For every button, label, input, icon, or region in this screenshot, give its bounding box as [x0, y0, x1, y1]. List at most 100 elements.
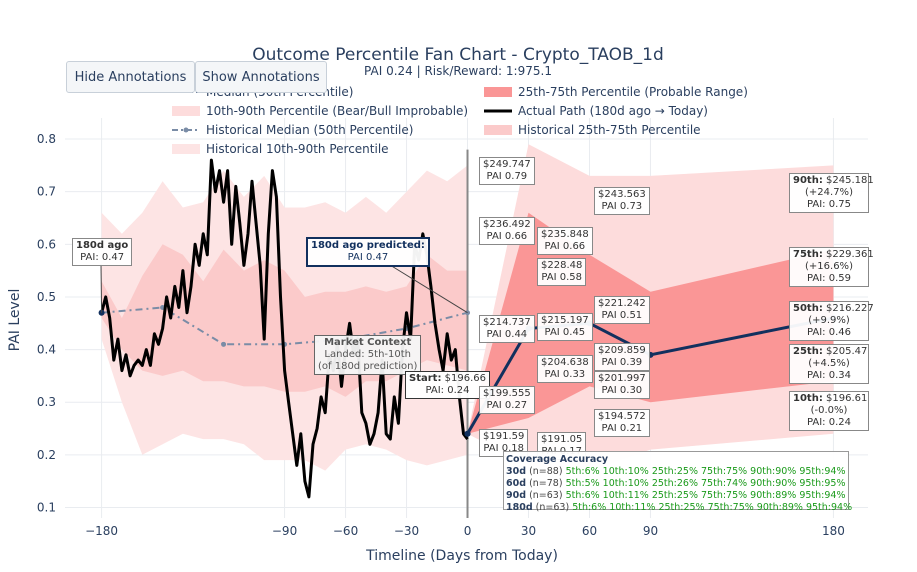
legend-label-actual-path: Actual Path (180d ago → Today)	[518, 104, 708, 118]
coverage-period: 60d	[506, 478, 527, 489]
legend-label-probable-range: 25th-75th Percentile (Probable Range)	[518, 85, 748, 99]
point-pai: PAI 0.73	[601, 201, 643, 212]
point-label-d90-p50: $209.859 PAI 0.39	[594, 343, 650, 371]
point-price: $199.555	[483, 388, 531, 399]
point-label-d90-p10: $194.572 PAI 0.21	[594, 409, 650, 437]
show-annotations-button[interactable]: Show Annotations	[195, 61, 327, 93]
point-price: $201.997	[598, 373, 646, 384]
point-label-d30-p75: $236.492 PAI 0.66	[479, 217, 535, 245]
legend-item-probable-range[interactable]: 25th-75th Percentile (Probable Range)	[484, 85, 748, 99]
coverage-period: 30d	[506, 466, 527, 477]
point-pai: PAI 0.33	[544, 369, 586, 380]
legend-label-improbable-range: 10th-90th Percentile (Bear/Bull Improbab…	[206, 104, 468, 118]
point-pai: PAI 0.39	[601, 357, 643, 368]
point-price: $228.48	[541, 260, 583, 271]
x-tick-label: −30	[394, 524, 419, 538]
axis-layer: 0.1 0.2 0.3 0.4 0.5 0.6 0.7 0.8 −180 −90 −60 −30 0 30…	[37, 132, 845, 538]
endpoint-pai: PAI: 0.59	[807, 273, 851, 284]
annotation-start: Start: $196.66 PAI: 0.24	[405, 371, 490, 399]
ago-connector	[100, 263, 103, 313]
point-price: $214.737	[483, 317, 531, 328]
endpoint-price: $205.47	[826, 346, 868, 357]
x-tick-label: 60	[582, 524, 597, 538]
y-tick-label: 0.4	[37, 343, 56, 357]
point-label-d30-p50: $214.737 PAI 0.44	[479, 315, 535, 343]
historical-median-point	[221, 341, 227, 347]
endpoint-name: 75th:	[793, 249, 823, 260]
endpoint-pai: PAI: 0.75	[807, 199, 851, 210]
point-label-d60-p90: $235.848 PAI 0.66	[537, 227, 593, 255]
legend-item-actual-path[interactable]: Actual Path (180d ago → Today)	[484, 104, 708, 118]
coverage-stats: 5th:6% 10th:11% 25th:25% 75th:75% 90th:8…	[572, 502, 853, 513]
coverage-row-60d: 60d (n=78) 5th:5% 10th:10% 25th:26% 75th…	[506, 478, 846, 490]
point-price: $215.197	[541, 315, 589, 326]
point-pai: PAI 0.66	[544, 241, 586, 252]
endpoint-name: 50th:	[793, 303, 823, 314]
coverage-row-90d: 90d (n=63) 5th:6% 10th:11% 25th:25% 75th…	[506, 490, 846, 502]
legend-item-historical-probable[interactable]: Historical 25th-75th Percentile	[484, 123, 701, 137]
y-tick-label: 0.2	[37, 448, 56, 462]
point-price: $194.572	[598, 411, 646, 422]
endpoint-name: 90th:	[793, 175, 823, 186]
endpoint-label-75th: 75th: $229.361 (+16.6%) PAI: 0.59	[789, 247, 874, 287]
legend-label-historical-probable: Historical 25th-75th Percentile	[518, 123, 701, 137]
point-price: $191.59	[483, 431, 525, 442]
legend-item-historical-median[interactable]: Historical Median (50th Percentile)	[172, 123, 413, 137]
x-tick-label: 180	[822, 524, 845, 538]
coverage-stats: 5th:6% 10th:11% 25th:25% 75th:75% 90th:8…	[565, 490, 846, 501]
y-tick-label: 0.5	[37, 290, 56, 304]
y-tick-label: 0.7	[37, 185, 56, 199]
legend-label-historical-median: Historical Median (50th Percentile)	[206, 123, 413, 137]
endpoint-price: $216.227	[826, 303, 874, 314]
coverage-period: 180d	[506, 502, 533, 513]
endpoint-change: (+9.9%)	[808, 315, 850, 326]
x-tick-label: 0	[464, 524, 472, 538]
point-label-d90-p75: $221.242 PAI 0.51	[594, 296, 650, 324]
endpoint-price: $196.61	[826, 393, 868, 404]
annotation-predicted-value: PAI 0.47	[347, 252, 389, 263]
annotation-context-line1: Landed: 5th-10th	[324, 349, 412, 360]
annotation-start-price: $196.66	[444, 373, 486, 384]
endpoint-label-25th: 25th: $205.47 (+4.5%) PAI: 0.34	[789, 344, 869, 384]
point-label-d60-p25: $204.638 PAI 0.33	[537, 355, 593, 383]
annotation-180d-ago: 180d ago PAI: 0.47	[72, 238, 133, 266]
actual-path-line	[100, 158, 469, 499]
coverage-count: (n=63)	[535, 502, 570, 513]
annotation-180d-ago-title: 180d ago	[76, 240, 129, 251]
endpoint-label-90th: 90th: $245.181 (+24.7%) PAI: 0.75	[789, 173, 874, 213]
endpoint-label-10th: 10th: $196.61 (-0.0%) PAI: 0.24	[789, 391, 869, 431]
annotation-predicted-title: 180d ago predicted:	[311, 240, 425, 251]
coverage-stats: 5th:6% 10th:10% 25th:25% 75th:75% 90th:9…	[565, 466, 846, 477]
point-price: $235.848	[541, 229, 589, 240]
endpoint-change: (+16.6%)	[805, 261, 853, 272]
x-tick-label: 90	[643, 524, 658, 538]
point-pai: PAI 0.51	[601, 310, 643, 321]
legend: Median (50th Percentile) 25th-75th Perce…	[172, 85, 748, 156]
point-pai: PAI 0.45	[544, 327, 586, 338]
coverage-count: (n=78)	[529, 478, 563, 489]
annotation-market-context: Market Context Landed: 5th-10th (of 180d…	[314, 335, 422, 375]
y-tick-label: 0.8	[37, 132, 56, 146]
endpoint-price: $245.181	[826, 175, 874, 186]
endpoint-pai: PAI: 0.24	[807, 417, 851, 428]
today-marker	[464, 430, 471, 437]
point-pai: PAI 0.66	[486, 231, 528, 242]
y-tick-label: 0.3	[37, 395, 56, 409]
legend-item-improbable-range[interactable]: 10th-90th Percentile (Bear/Bull Improbab…	[172, 104, 468, 118]
legend-item-historical-improbable[interactable]: Historical 10th-90th Percentile	[172, 142, 389, 156]
coverage-row-180d: 180d (n=63) 5th:6% 10th:11% 25th:25% 75t…	[506, 502, 852, 514]
coverage-count: (n=88)	[529, 466, 563, 477]
point-pai: PAI 0.79	[486, 171, 528, 182]
point-price: $191.05	[541, 434, 583, 445]
point-price: $204.638	[541, 357, 589, 368]
hide-annotations-button[interactable]: Hide Annotations	[66, 61, 195, 93]
point-label-d90-p90: $243.563 PAI 0.73	[594, 187, 650, 215]
endpoint-label-50th: 50th: $216.227 (+9.9%) PAI: 0.46	[789, 301, 874, 341]
endpoint-change: (+24.7%)	[805, 187, 853, 198]
coverage-period: 90d	[506, 490, 527, 501]
point-label-d60-p50: $215.197 PAI 0.45	[537, 313, 593, 341]
point-pai: PAI 0.18	[483, 443, 524, 454]
endpoint-name: 10th:	[793, 393, 823, 404]
point-price: $209.859	[598, 345, 646, 356]
